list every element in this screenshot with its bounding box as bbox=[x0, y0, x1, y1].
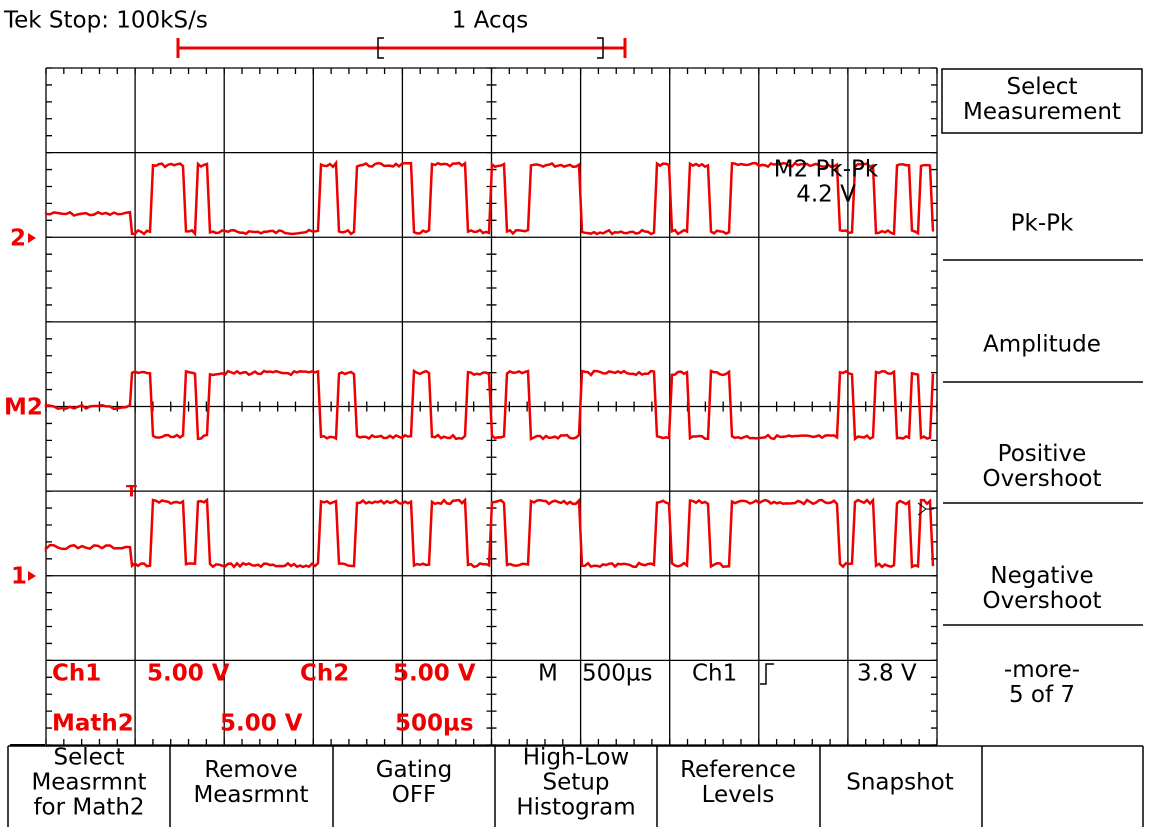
trigger-marker: T bbox=[126, 482, 137, 501]
ch1-marker: 1 bbox=[11, 564, 27, 590]
measurement-label: M2 Pk-Pk bbox=[774, 157, 879, 183]
math2-marker: M2 bbox=[4, 395, 43, 421]
waveforms bbox=[44, 159, 935, 569]
status: Tek Stop: 100kS/s bbox=[3, 8, 208, 34]
marker-arrows bbox=[28, 233, 36, 581]
side-menu-label[interactable]: Negative bbox=[990, 563, 1093, 589]
bottom-menu-label[interactable]: Setup bbox=[543, 770, 610, 796]
side-menu-label[interactable]: 5 of 7 bbox=[1009, 682, 1075, 708]
bottom-menu-label[interactable]: Levels bbox=[702, 782, 775, 808]
bottom-menu-label[interactable]: OFF bbox=[392, 782, 437, 808]
side-menu-separators bbox=[943, 259, 1143, 626]
bottom-menu-label[interactable]: Snapshot bbox=[846, 770, 954, 796]
acquisitions: 1 Acqs bbox=[452, 8, 529, 34]
bottom-menu-label[interactable]: Gating bbox=[376, 757, 453, 783]
trace bbox=[44, 368, 935, 442]
menu-box bbox=[941, 68, 1143, 134]
trigger-slope bbox=[760, 663, 774, 685]
trace bbox=[44, 159, 935, 237]
bottom-menu-label[interactable]: Histogram bbox=[516, 795, 635, 821]
ch1-scale: 5.00 V bbox=[147, 661, 230, 687]
side-menu-label[interactable]: Overshoot bbox=[982, 588, 1101, 614]
bottom-menu-frame bbox=[7, 745, 1144, 827]
side-menu-label[interactable]: Measurement bbox=[963, 99, 1121, 125]
math2-time: 500µs bbox=[395, 711, 474, 737]
timebase-label: M bbox=[538, 661, 558, 687]
bottom-menu-label[interactable]: Measrmnt bbox=[193, 782, 308, 808]
bottom-menu-label[interactable]: for Math2 bbox=[33, 795, 144, 821]
ch2-marker: 2 bbox=[10, 226, 26, 252]
ch1-label: Ch1 bbox=[52, 661, 101, 687]
side-menu-label[interactable]: Pk-Pk bbox=[1011, 211, 1074, 237]
bottom-menu-label[interactable]: Remove bbox=[204, 757, 297, 783]
record-bracket bbox=[377, 37, 604, 59]
measurement-value: 4.2 V bbox=[796, 182, 856, 208]
side-menu-label[interactable]: Amplitude bbox=[983, 332, 1101, 358]
side-menu-label[interactable]: Positive bbox=[998, 441, 1087, 467]
trigger-level: 3.8 V bbox=[857, 661, 917, 687]
bottom-menu-label[interactable]: Measrmnt bbox=[31, 770, 146, 796]
trigger-source: Ch1 bbox=[692, 661, 737, 687]
timebase: 500µs bbox=[582, 661, 653, 687]
math2-label: Math2 bbox=[52, 711, 134, 737]
math2-scale: 5.00 V bbox=[220, 711, 303, 737]
side-menu-label[interactable]: -more- bbox=[1004, 657, 1080, 683]
bottom-menu-label[interactable]: High-Low bbox=[523, 745, 629, 771]
record-bar bbox=[176, 38, 627, 58]
ch2-scale: 5.00 V bbox=[393, 661, 476, 687]
ch2-label: Ch2 bbox=[300, 661, 349, 687]
trace bbox=[44, 497, 935, 569]
trigger-level-marker bbox=[917, 502, 934, 516]
bottom-menu-label[interactable]: Select bbox=[54, 745, 125, 771]
bottom-menu-label[interactable]: Reference bbox=[680, 757, 796, 783]
side-menu-label[interactable]: Select bbox=[1007, 74, 1078, 100]
side-menu-label[interactable]: Overshoot bbox=[982, 466, 1101, 492]
